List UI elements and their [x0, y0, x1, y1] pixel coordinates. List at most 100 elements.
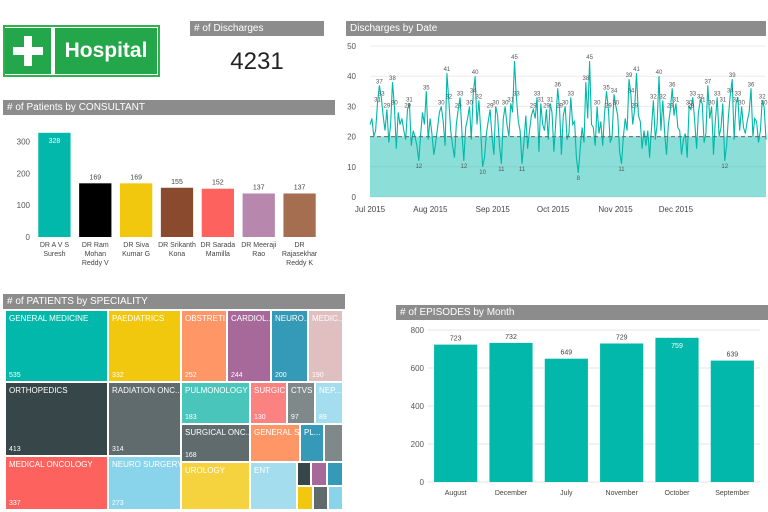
data-label: 38	[582, 76, 589, 82]
treemap-small-cell	[297, 486, 313, 510]
data-label: 31	[374, 97, 381, 103]
data-label: 30	[738, 100, 745, 106]
treemap-cell-label: SURGICAL ONC...	[185, 428, 250, 437]
category-label: Reddy V	[82, 260, 109, 267]
y-tick-label: 800	[411, 326, 425, 335]
discharges-area-chart: 0102030405031373329383029311235304132293…	[347, 42, 768, 214]
data-label: 31	[699, 97, 706, 103]
data-label: 29	[688, 103, 695, 109]
y-tick-label: 600	[411, 364, 425, 373]
data-label: 723	[450, 336, 462, 343]
data-label: 169	[89, 174, 101, 181]
data-label: 45	[586, 55, 593, 61]
data-label: 732	[505, 334, 517, 341]
bar	[544, 358, 588, 482]
y-tick-label: 20	[347, 133, 356, 142]
treemap-cell-label: NEURO...	[275, 314, 308, 323]
data-label: 32	[759, 94, 766, 100]
data-label: 34	[628, 88, 635, 94]
treemap-cell-label: UROLOGY	[185, 466, 226, 475]
treemap-small-cell	[313, 486, 328, 510]
data-label: 32	[445, 94, 452, 100]
data-label: 31	[733, 97, 740, 103]
discharges-kpi-title: # of Discharges	[190, 21, 324, 36]
y-tick-label: 0	[352, 193, 357, 202]
x-tick-label: Oct 2015	[537, 205, 570, 214]
data-label: 33	[513, 91, 520, 97]
y-tick-label: 100	[17, 201, 31, 210]
treemap-cell-value: 130	[254, 414, 266, 421]
category-label: Suresh	[43, 251, 65, 258]
y-tick-label: 10	[347, 163, 356, 172]
data-label: 34	[470, 88, 477, 94]
treemap-cell: SURGIC... 130	[250, 382, 287, 424]
treemap-cell-label: PAEDIATRICS	[112, 314, 165, 323]
data-label: 31	[673, 97, 680, 103]
data-label: 30	[761, 100, 768, 106]
x-tick-label: Aug 2015	[413, 205, 448, 214]
treemap-cell-value: 89	[319, 414, 327, 421]
data-label: 30	[708, 100, 715, 106]
treemap-small-cell	[327, 462, 343, 486]
bar	[242, 193, 275, 237]
data-label: 137	[253, 184, 265, 191]
category-label: December	[495, 490, 528, 497]
treemap-cell: ORTHOPEDICS 413	[5, 382, 108, 456]
category-label: September	[715, 490, 750, 497]
treemap-cell: NEURO SURGERY 273	[108, 456, 181, 510]
data-label: 29	[631, 103, 638, 109]
data-label: 31	[537, 97, 544, 103]
data-label: 32	[659, 94, 666, 100]
treemap-cell: UROLOGY	[181, 462, 250, 510]
data-label: 639	[726, 352, 738, 359]
y-tick-label: 0	[420, 478, 425, 487]
category-label: DR	[295, 242, 305, 249]
treemap-small-cell	[297, 462, 311, 486]
data-label: 32	[476, 94, 483, 100]
treemap-cell-value: 535	[9, 372, 21, 379]
treemap-cell: NEURO... 200	[271, 310, 308, 382]
treemap-cell-label: MEDIC...	[312, 314, 343, 323]
treemap-cell-label: PULMONOLOGY	[185, 386, 248, 395]
bar	[710, 360, 754, 482]
data-label: 30	[613, 100, 620, 106]
y-tick-label: 200	[411, 440, 425, 449]
data-label: 33	[714, 91, 721, 97]
category-label: Rao	[252, 251, 265, 258]
data-label: 29	[404, 103, 411, 109]
bar	[489, 342, 533, 482]
discharges-kpi-value: 4231	[230, 48, 284, 75]
x-tick-label: Nov 2015	[598, 205, 633, 214]
bar	[283, 193, 316, 237]
data-label: 36	[748, 82, 755, 88]
data-label: 30	[686, 100, 693, 106]
data-label: 33	[735, 91, 742, 97]
category-label: October	[665, 490, 691, 497]
data-label: 41	[633, 67, 640, 73]
treemap-cell-label: NEURO SURGERY	[112, 460, 181, 469]
data-label: 12	[721, 164, 728, 170]
category-label: Mohan	[85, 251, 107, 258]
data-label: 33	[567, 91, 574, 97]
data-label: 31	[719, 97, 726, 103]
y-tick-label: 400	[411, 402, 425, 411]
category-label: August	[445, 490, 467, 497]
data-label: 11	[618, 167, 625, 173]
treemap-cell-value: 97	[291, 414, 299, 421]
data-label: 34	[611, 88, 618, 94]
hospital-logo-text: Hospital	[55, 28, 157, 74]
treemap-cell: MEDIC... 190	[308, 310, 343, 382]
data-label: 37	[704, 79, 711, 85]
category-label: Reddy K	[286, 260, 313, 267]
category-label: November	[606, 490, 639, 497]
treemap-cell: CARDIOL... 244	[227, 310, 271, 382]
data-label: 41	[444, 67, 451, 73]
category-label: Rajasekhar	[282, 251, 318, 258]
category-label: DR Sarada	[201, 242, 236, 249]
treemap-cell-value: 200	[275, 372, 287, 379]
data-label: 29	[487, 103, 494, 109]
data-label: 35	[423, 85, 430, 91]
treemap-cell-label: MEDICAL ONCOLOGY	[9, 460, 93, 469]
bar	[38, 132, 71, 237]
y-tick-label: 0	[26, 233, 31, 242]
